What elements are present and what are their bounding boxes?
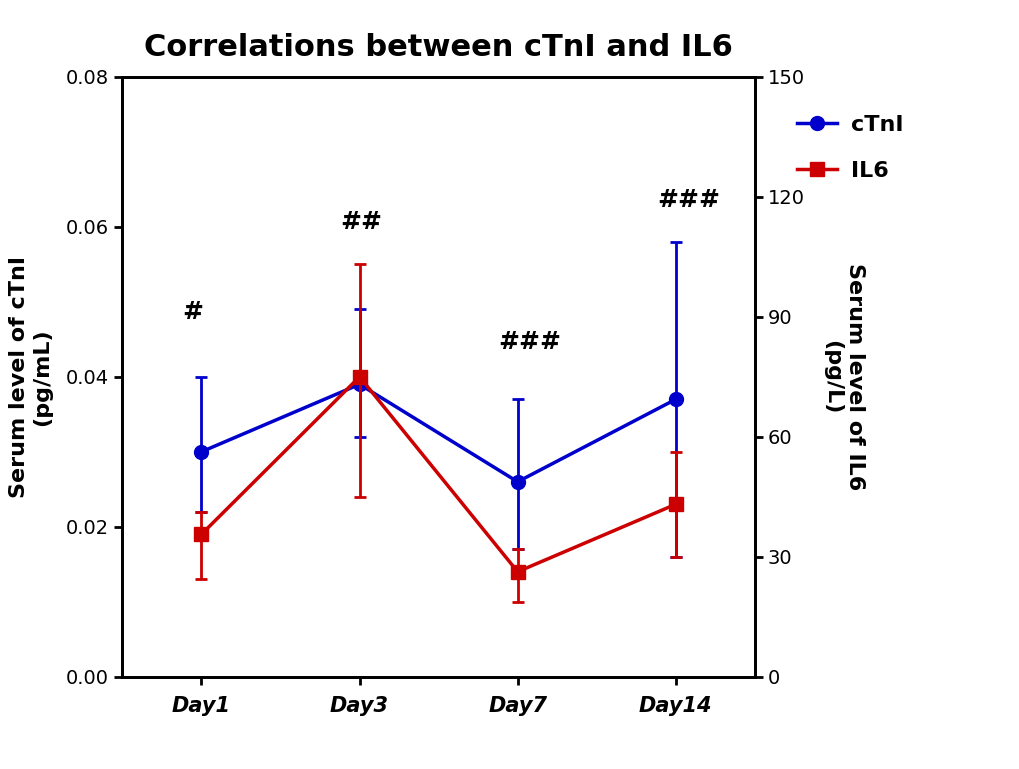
Text: ###: ### [656,188,719,211]
Title: Correlations between cTnI and IL6: Correlations between cTnI and IL6 [144,33,733,62]
Legend: cTnI, IL6: cTnI, IL6 [786,103,913,192]
Y-axis label: Serum level of cTnI
(pg/mL): Serum level of cTnI (pg/mL) [9,256,52,498]
Text: ###: ### [498,331,561,355]
Y-axis label: Serum level of IL6
(pg/L): Serum level of IL6 (pg/L) [821,263,864,491]
Text: #: # [182,301,203,325]
Text: ##: ## [340,211,382,235]
